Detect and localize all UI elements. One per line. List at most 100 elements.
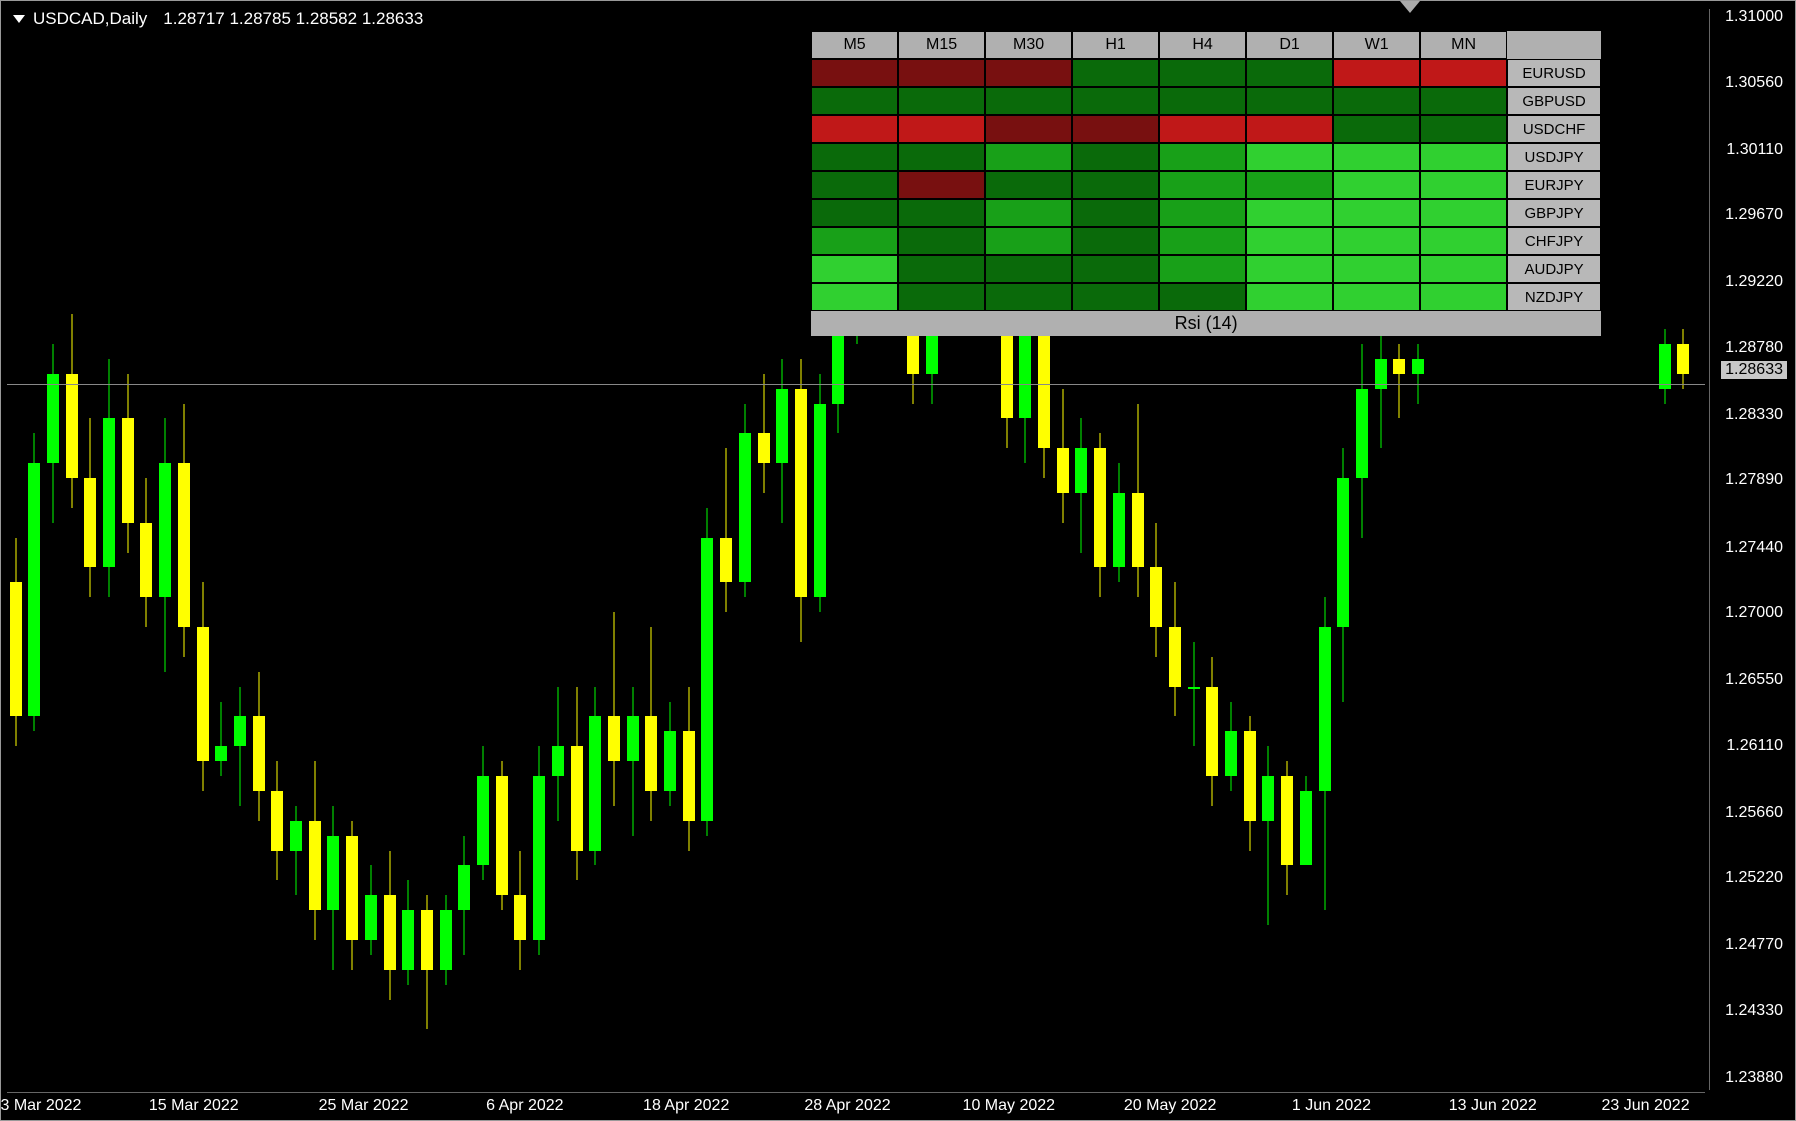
heatmap-cell[interactable]	[985, 87, 1072, 115]
heatmap-pair-label[interactable]: NZDJPY	[1507, 283, 1601, 311]
heatmap-cell[interactable]	[1333, 171, 1420, 199]
heatmap-cell[interactable]	[1072, 255, 1159, 283]
heatmap-cell[interactable]	[1420, 283, 1507, 311]
heatmap-cell[interactable]	[1333, 255, 1420, 283]
heatmap-cell[interactable]	[1420, 87, 1507, 115]
heatmap-cell[interactable]	[1246, 87, 1333, 115]
heatmap-cell[interactable]	[1072, 115, 1159, 143]
heatmap-cell[interactable]	[1333, 227, 1420, 255]
candle	[402, 31, 414, 1090]
heatmap-cell[interactable]	[1159, 115, 1246, 143]
heatmap-cell[interactable]	[1072, 143, 1159, 171]
heatmap-cell[interactable]	[985, 143, 1072, 171]
heatmap-cell[interactable]	[985, 59, 1072, 87]
heatmap-cell[interactable]	[1159, 255, 1246, 283]
heatmap-cell[interactable]	[1420, 143, 1507, 171]
heatmap-cell[interactable]	[1246, 227, 1333, 255]
heatmap-cell[interactable]	[811, 255, 898, 283]
heatmap-cell[interactable]	[1246, 199, 1333, 227]
heatmap-cell[interactable]	[1072, 283, 1159, 311]
heatmap-pair-label[interactable]: USDJPY	[1507, 143, 1601, 171]
heatmap-cell[interactable]	[898, 143, 985, 171]
heatmap-pair-label[interactable]: EURUSD	[1507, 59, 1601, 87]
heatmap-cell[interactable]	[898, 255, 985, 283]
heatmap-cell[interactable]	[1420, 115, 1507, 143]
heatmap-cell[interactable]	[898, 283, 985, 311]
heatmap-pair-label[interactable]: EURJPY	[1507, 171, 1601, 199]
heatmap-cell[interactable]	[985, 115, 1072, 143]
heatmap-cell[interactable]	[811, 199, 898, 227]
heatmap-cell[interactable]	[1159, 227, 1246, 255]
heatmap-cell[interactable]	[1420, 227, 1507, 255]
candle	[739, 31, 751, 1090]
heatmap-cell[interactable]	[985, 283, 1072, 311]
heatmap-cell[interactable]	[898, 227, 985, 255]
candle	[84, 31, 96, 1090]
candle	[608, 31, 620, 1090]
heatmap-cell[interactable]	[898, 59, 985, 87]
heatmap-tf-header[interactable]: MN	[1420, 31, 1507, 59]
heatmap-cell[interactable]	[1420, 199, 1507, 227]
heatmap-cell[interactable]	[1333, 87, 1420, 115]
symbol-dropdown-icon[interactable]	[13, 15, 25, 23]
heatmap-pair-label[interactable]: CHFJPY	[1507, 227, 1601, 255]
heatmap-cell[interactable]	[811, 59, 898, 87]
heatmap-cell[interactable]	[1246, 255, 1333, 283]
heatmap-cell[interactable]	[811, 143, 898, 171]
heatmap-tf-header[interactable]: M5	[811, 31, 898, 59]
heatmap-cell[interactable]	[1333, 143, 1420, 171]
heatmap-pair-label[interactable]: USDCHF	[1507, 115, 1601, 143]
candle	[365, 31, 377, 1090]
heatmap-pair-label[interactable]: AUDJPY	[1507, 255, 1601, 283]
heatmap-pair-label[interactable]: GBPJPY	[1507, 199, 1601, 227]
heatmap-cell[interactable]	[985, 171, 1072, 199]
candle	[496, 31, 508, 1090]
heatmap-cell[interactable]	[1333, 115, 1420, 143]
heatmap-cell[interactable]	[1246, 59, 1333, 87]
heatmap-cell[interactable]	[1246, 115, 1333, 143]
heatmap-cell[interactable]	[1246, 143, 1333, 171]
heatmap-cell[interactable]	[1072, 227, 1159, 255]
heatmap-cell[interactable]	[811, 283, 898, 311]
heatmap-cell[interactable]	[1159, 283, 1246, 311]
heatmap-cell[interactable]	[1072, 171, 1159, 199]
heatmap-cell[interactable]	[811, 87, 898, 115]
heatmap-cell[interactable]	[1333, 199, 1420, 227]
heatmap-pair-label[interactable]: GBPUSD	[1507, 87, 1601, 115]
heatmap-cell[interactable]	[985, 227, 1072, 255]
heatmap-cell[interactable]	[1420, 59, 1507, 87]
heatmap-tf-header[interactable]: H4	[1159, 31, 1246, 59]
heatmap-cell[interactable]	[898, 171, 985, 199]
heatmap-cell[interactable]	[1333, 283, 1420, 311]
heatmap-tf-header[interactable]: W1	[1333, 31, 1420, 59]
heatmap-cell[interactable]	[1072, 59, 1159, 87]
heatmap-cell[interactable]	[1072, 87, 1159, 115]
heatmap-cell[interactable]	[1072, 199, 1159, 227]
heatmap-cell[interactable]	[985, 199, 1072, 227]
heatmap-tf-header[interactable]: D1	[1246, 31, 1333, 59]
heatmap-cell[interactable]	[811, 227, 898, 255]
heatmap-cell[interactable]	[1159, 87, 1246, 115]
heatmap-cell[interactable]	[1420, 255, 1507, 283]
heatmap-tf-header[interactable]: H1	[1072, 31, 1159, 59]
heatmap-cell[interactable]	[811, 115, 898, 143]
heatmap-cell[interactable]	[898, 115, 985, 143]
heatmap-cell[interactable]	[898, 87, 985, 115]
heatmap-tf-header[interactable]: M15	[898, 31, 985, 59]
heatmap-cell[interactable]	[1159, 143, 1246, 171]
symbol-timeframe: USDCAD,Daily	[33, 9, 147, 29]
heatmap-cell[interactable]	[1333, 59, 1420, 87]
heatmap-cell[interactable]	[898, 199, 985, 227]
heatmap-cell[interactable]	[1159, 59, 1246, 87]
candle	[589, 31, 601, 1090]
heatmap-cell[interactable]	[1420, 171, 1507, 199]
heatmap-cell[interactable]	[1246, 171, 1333, 199]
heatmap-tf-header[interactable]: M30	[985, 31, 1072, 59]
heatmap-cell[interactable]	[1246, 283, 1333, 311]
heatmap-cell[interactable]	[985, 255, 1072, 283]
heatmap-cell[interactable]	[1159, 199, 1246, 227]
rsi-heatmap-panel[interactable]: M5M15M30H1H4D1W1MNEURUSDGBPUSDUSDCHFUSDJ…	[811, 31, 1601, 336]
heatmap-cell[interactable]	[811, 171, 898, 199]
heatmap-cell[interactable]	[1159, 171, 1246, 199]
chart-header: USDCAD,Daily 1.28717 1.28785 1.28582 1.2…	[13, 9, 423, 29]
